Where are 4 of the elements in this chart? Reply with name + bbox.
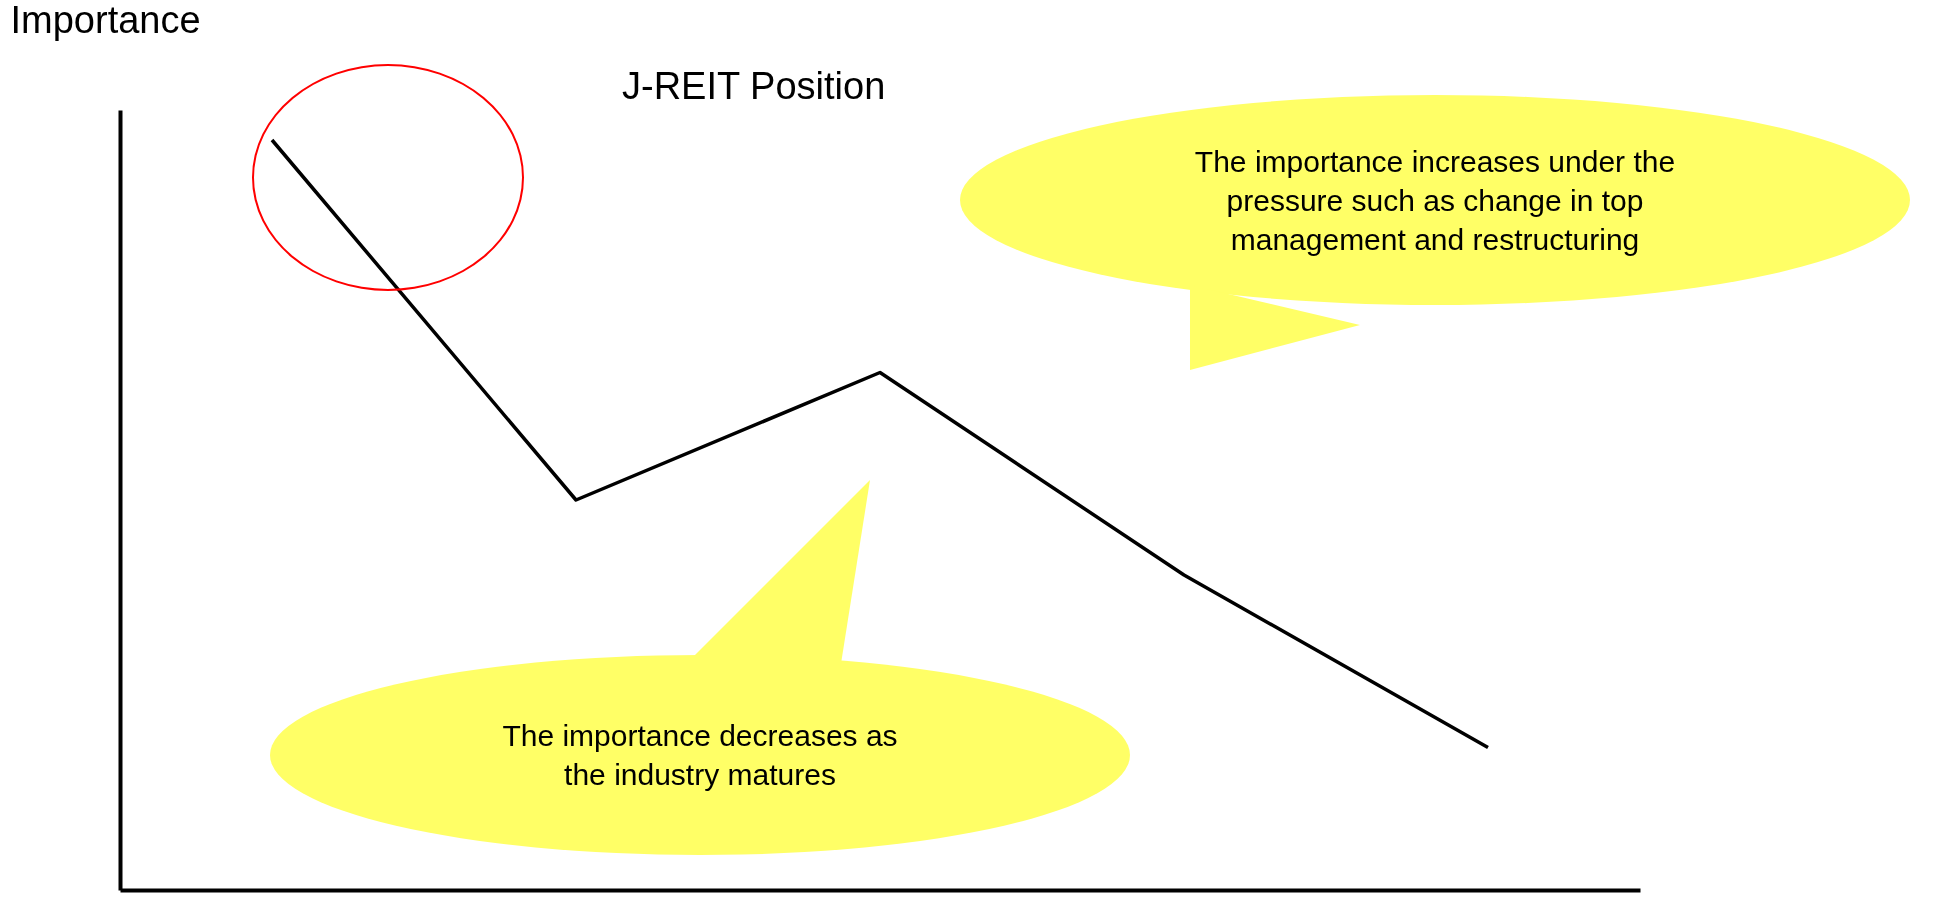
annotation: The importance increases under the pressure such as change in top management and restructuring bbox=[960, 95, 1910, 305]
y-axis-title: Importance bbox=[10, 0, 201, 41]
annotation: The importance decreases as the industry matures bbox=[270, 655, 1130, 855]
text: J-REIT Position bbox=[622, 65, 886, 108]
